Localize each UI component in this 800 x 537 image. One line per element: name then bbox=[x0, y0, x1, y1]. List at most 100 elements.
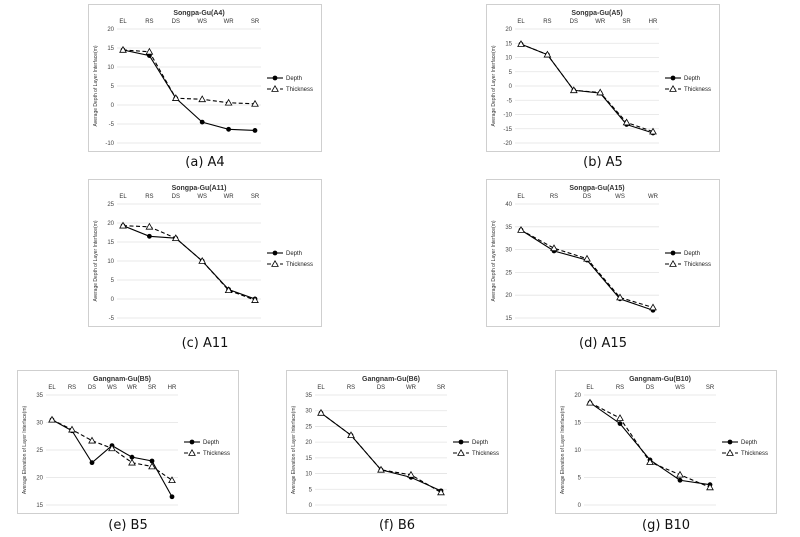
chart-a11-series-thickness-point bbox=[171, 234, 180, 241]
caption-b5: (b) A5 bbox=[583, 155, 623, 170]
chart-a5-category-label: EL bbox=[517, 19, 525, 25]
chart-a5-legend-depth-label: Depth bbox=[684, 76, 700, 82]
chart-a4-ylabel: Average Depth of Layer Interface(m) bbox=[93, 45, 99, 126]
chart-b10-legend-thickness-marker bbox=[726, 448, 734, 456]
chart-b5-series-depth-point bbox=[129, 454, 135, 460]
chart-a5-series-thickness-point bbox=[596, 88, 605, 96]
chart-b6-ytick-label: 20 bbox=[305, 440, 312, 446]
chart-a15-ytick-label: 30 bbox=[505, 248, 512, 254]
chart-a5-ytick-label: -5 bbox=[507, 98, 513, 104]
chart-a4-legend-thickness-marker bbox=[271, 84, 279, 92]
chart-a15-legend-depth-label: Depth bbox=[684, 251, 700, 257]
chart-a5: Songpa-Gu(A5) Average Depth of Layer Inte… bbox=[491, 10, 711, 147]
chart-a4-series-depth-point bbox=[252, 128, 258, 133]
chart-b6-legend-depth-marker bbox=[458, 439, 464, 445]
chart-b6-ytick-label: 0 bbox=[309, 503, 313, 509]
chart-b5-category-label: EL bbox=[48, 385, 56, 391]
chart-b5-series-depth-point bbox=[89, 460, 95, 466]
chart-a4-frame: Songpa-Gu(A4) Average Depth of Layer Inte… bbox=[88, 4, 322, 152]
chart-a5-ytick-label: 5 bbox=[509, 70, 513, 76]
chart-a11-ytick-label: 10 bbox=[107, 259, 114, 265]
chart-b6-legend-depth-label: Depth bbox=[472, 440, 488, 446]
chart-a11-ytick-label: 15 bbox=[107, 240, 114, 246]
chart-a4-ytick-label: 5 bbox=[111, 84, 115, 90]
chart-a4-series-depth-point bbox=[199, 119, 205, 125]
chart-a5-category-label: RS bbox=[543, 19, 551, 25]
chart-a4-series-thickness-point bbox=[251, 99, 259, 107]
chart-a11-frame: Songpa-Gu(A11) Average Depth of Layer Int… bbox=[88, 179, 322, 327]
chart-b5-series-depth-point bbox=[169, 494, 175, 500]
chart-a4-category-label: RS bbox=[145, 19, 153, 25]
chart-b5-series-thickness-point bbox=[108, 444, 116, 452]
chart-b5-category-label: RS bbox=[68, 385, 76, 391]
chart-b10-ytick-label: 15 bbox=[574, 421, 581, 427]
chart-b5-legend-depth-marker bbox=[189, 439, 195, 445]
caption-b5-panel: (e) B5 bbox=[108, 518, 148, 533]
chart-a5-legend-thickness-label: Thickness bbox=[684, 87, 711, 93]
chart-a15-title: Songpa-Gu(A15) bbox=[569, 185, 624, 192]
chart-a5-ytick-label: 0 bbox=[509, 84, 513, 90]
chart-b6-frame: Gangnam-Gu(B6) Average Elevation of Layer… bbox=[286, 370, 508, 514]
chart-a5-series-thickness-point bbox=[569, 86, 578, 94]
chart-a11-legend-depth-marker bbox=[272, 250, 278, 256]
chart-a11-title: Songpa-Gu(A11) bbox=[172, 185, 227, 192]
chart-a5-series-thickness-point bbox=[649, 127, 657, 135]
chart-a11-ytick-label: -5 bbox=[109, 316, 115, 322]
caption-a15: (d) A15 bbox=[579, 336, 627, 351]
chart-a11-ytick-label: 20 bbox=[107, 221, 114, 227]
chart-b10-legend-depth-label: Depth bbox=[741, 440, 757, 446]
chart-b6-series-thickness-point bbox=[347, 431, 355, 439]
chart-b5-series-depth-point bbox=[149, 458, 155, 464]
chart-a4-ytick-label: -10 bbox=[105, 141, 114, 147]
chart-a5-legend-depth-marker bbox=[670, 75, 676, 81]
chart-a11-series-depth-line bbox=[122, 225, 256, 300]
chart-a4-series-thickness-point bbox=[171, 94, 180, 101]
chart-b10-category-label: RS bbox=[616, 385, 624, 391]
chart-a11-category-label: SR bbox=[251, 194, 260, 200]
chart-a4-series-thickness-point bbox=[198, 95, 207, 103]
chart-a5-legend-thickness-marker bbox=[669, 84, 677, 92]
chart-b5-ylabel: Average Elevation of Layer Interface(m) bbox=[22, 406, 28, 495]
chart-b10-title: Gangnam-Gu(B10) bbox=[629, 376, 691, 383]
chart-a15-ytick-label: 40 bbox=[505, 202, 512, 208]
chart-a15-legend-thickness-marker bbox=[669, 259, 677, 267]
chart-b6-category-label: SR bbox=[437, 385, 446, 391]
chart-a15-series-thickness-point bbox=[550, 244, 558, 252]
chart-a15-series-thickness-line bbox=[520, 229, 654, 309]
chart-a4-category-label: EL bbox=[119, 19, 127, 25]
chart-b6-series-thickness-point bbox=[437, 488, 445, 496]
caption-a4: (a) A4 bbox=[185, 155, 225, 170]
chart-b5-legend-depth-label: Depth bbox=[203, 440, 219, 446]
chart-a15-category-label: WR bbox=[648, 194, 659, 200]
chart-a5-series-thickness-line bbox=[520, 43, 654, 133]
chart-a15-ytick-label: 15 bbox=[505, 316, 512, 322]
chart-b5-legend-thickness-label: Thickness bbox=[203, 451, 230, 457]
chart-a4: Songpa-Gu(A4) Average Depth of Layer Inte… bbox=[93, 10, 313, 147]
chart-a15-ytick-label: 20 bbox=[505, 293, 512, 299]
chart-b10-series-depth-point bbox=[617, 421, 623, 426]
chart-a4-ytick-label: 15 bbox=[107, 46, 114, 52]
chart-a11-category-label: RS bbox=[145, 194, 153, 200]
chart-b6-ytick-label: 35 bbox=[305, 393, 312, 399]
chart-b10-category-label: SR bbox=[706, 385, 715, 391]
chart-a4-category-label: WS bbox=[197, 19, 207, 25]
chart-a11-ytick-label: 25 bbox=[107, 202, 114, 208]
chart-b5-category-label: WS bbox=[107, 385, 117, 391]
chart-a15-category-label: EL bbox=[517, 194, 525, 200]
chart-b6-series-thickness-point bbox=[377, 465, 385, 473]
chart-a4-ytick-label: 0 bbox=[111, 103, 115, 109]
chart-a4-title: Songpa-Gu(A4) bbox=[173, 10, 224, 17]
chart-b5-series-thickness-point bbox=[68, 425, 76, 433]
chart-a5-category-label: HR bbox=[649, 19, 658, 25]
chart-b10-category-label: WS bbox=[675, 385, 685, 391]
chart-b10-ytick-label: 20 bbox=[574, 393, 581, 399]
chart-a4-ytick-label: 10 bbox=[107, 65, 114, 71]
caption-b10: (g) B10 bbox=[642, 518, 690, 533]
chart-a15-category-label: WS bbox=[615, 194, 625, 200]
chart-a15: Songpa-Gu(A15) Average Depth of Layer Int… bbox=[491, 185, 711, 322]
chart-a11-legend-thickness-marker bbox=[271, 259, 279, 267]
chart-b5-series-thickness-point bbox=[128, 458, 136, 466]
chart-a11-series-thickness-point bbox=[224, 286, 233, 294]
chart-a5-ytick-label: -10 bbox=[503, 113, 512, 119]
chart-b6-ytick-label: 30 bbox=[305, 409, 312, 415]
